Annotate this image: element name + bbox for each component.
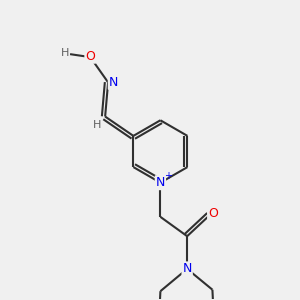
Text: H: H: [93, 120, 101, 130]
Text: N: N: [156, 176, 165, 189]
Text: H: H: [61, 48, 69, 58]
Text: N: N: [182, 262, 192, 275]
Text: O: O: [85, 50, 95, 63]
Text: O: O: [208, 206, 218, 220]
Text: N: N: [109, 76, 118, 89]
Text: +: +: [164, 171, 172, 181]
